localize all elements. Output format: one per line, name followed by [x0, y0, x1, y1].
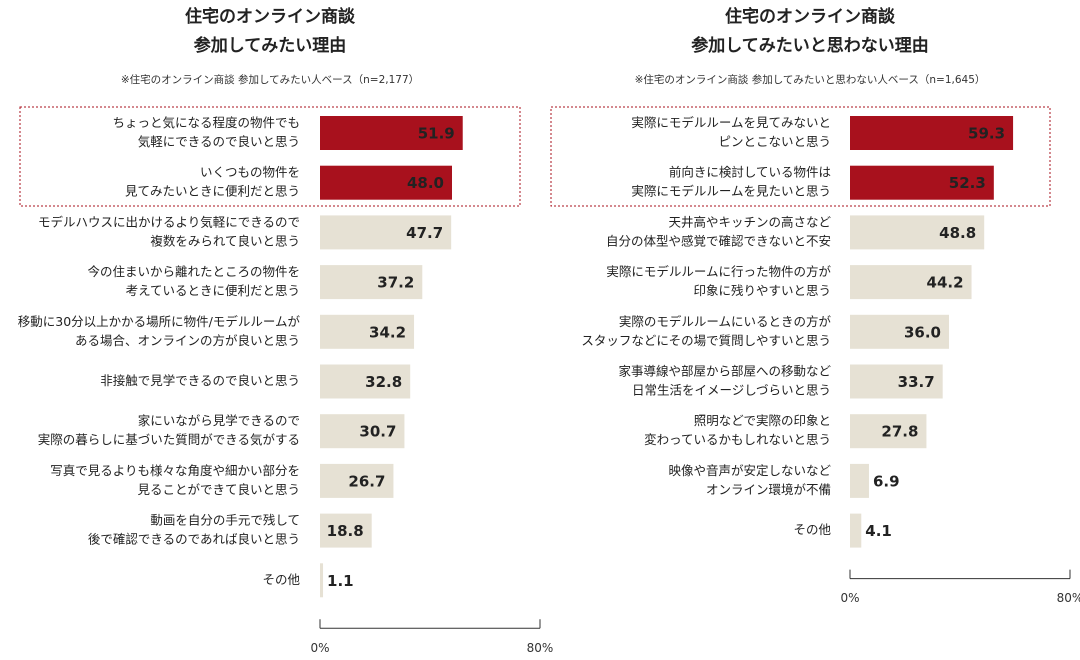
chart-subtitle: ※住宅のオンライン商談 参加してみたい人ベース（n=2,177）: [121, 73, 419, 86]
value-label: 36.0: [904, 323, 941, 341]
value-label: 4.1: [865, 522, 892, 540]
bar: [320, 364, 411, 399]
x-tick-label: 0%: [310, 641, 329, 655]
chart-subtitle: ※住宅のオンライン商談 参加してみたいと思わない人ベース（n=1,645）: [635, 73, 986, 86]
bar: [320, 116, 463, 150]
bar: [320, 414, 405, 449]
category-label: 日常生活をイメージしづらいと思う: [632, 383, 831, 398]
category-label: 前向きに検討している物件は: [669, 165, 831, 180]
bar: [320, 513, 372, 548]
category-label: その他: [262, 572, 300, 587]
bar: [850, 116, 1014, 150]
category-label: いくつもの物件を: [200, 165, 300, 180]
category-label: 実際のモデルルームにいるときの方が: [619, 314, 832, 329]
value-label: 30.7: [359, 423, 396, 441]
bar: [850, 314, 949, 349]
chart-title: 参加してみたいと思わない理由: [691, 35, 929, 56]
bar: [320, 165, 452, 200]
bar: [320, 463, 394, 498]
category-label: 実際にモデルルームを見たいと思う: [631, 184, 831, 199]
category-label: 複数をみられて良いと思う: [150, 233, 300, 248]
category-label: 見ることができて良いと思う: [137, 482, 300, 497]
value-label: 48.0: [407, 174, 444, 192]
category-label: 実際にモデルルームを見てみないと: [631, 115, 831, 130]
category-label: 自分の体型や感覚で確認できないと不安: [606, 233, 831, 248]
bar: [320, 215, 452, 250]
chart-title: 参加してみたい理由: [194, 35, 347, 56]
category-label: モデルハウスに出かけるより気軽にできるので: [38, 214, 300, 229]
bar: [320, 563, 324, 598]
value-label: 6.9: [873, 472, 900, 490]
category-label: ある場合、オンラインの方が良いと思う: [75, 333, 300, 348]
category-label: 考えているときに便利だと思う: [126, 283, 300, 298]
category-label: 天井高やキッチンの高さなど: [668, 214, 831, 229]
value-label: 48.8: [939, 224, 976, 242]
category-label: 照明などで実際の印象と: [694, 413, 831, 428]
value-label: 52.3: [949, 174, 986, 192]
chart-title: 住宅のオンライン商談: [185, 6, 356, 27]
category-label: 家にいながら見学できるので: [138, 413, 300, 428]
bar: [850, 513, 862, 548]
category-label: 家事導線や部屋から部屋への移動など: [618, 364, 831, 379]
bar: [850, 165, 994, 200]
category-label: 映像や音声が安定しないなど: [668, 463, 831, 478]
highlight-box: [19, 106, 521, 207]
category-label: 写真で見るよりも様々な角度や細かい部分を: [50, 463, 300, 478]
bar: [850, 364, 943, 399]
category-label: その他: [793, 522, 831, 537]
category-label: 今の住まいから離れたところの物件を: [87, 264, 300, 279]
category-label: 移動に30分以上かかる場所に物件/モデルルームが: [18, 314, 301, 329]
value-label: 44.2: [927, 274, 964, 292]
x-tick-label: 80%: [527, 641, 554, 655]
bar: [320, 265, 423, 300]
value-label: 51.9: [418, 125, 455, 143]
category-label: スタッフなどにその場で質問しやすいと思う: [581, 333, 831, 348]
category-label: 後で確認できるのであれば良いと思う: [88, 532, 300, 547]
value-label: 59.3: [968, 125, 1005, 143]
x-tick-label: 80%: [1057, 591, 1080, 605]
bar: [850, 414, 927, 449]
chart-title: 住宅のオンライン商談: [725, 6, 896, 27]
category-label: 実際にモデルルームに行った物件の方が: [606, 264, 831, 279]
category-label: 動画を自分の手元で残して: [150, 513, 300, 528]
value-label: 1.1: [327, 572, 354, 590]
bar: [850, 215, 985, 250]
bar: [850, 265, 972, 300]
highlight-box: [550, 106, 1051, 207]
value-label: 34.2: [369, 323, 406, 341]
value-label: 26.7: [348, 472, 385, 490]
value-label: 18.8: [327, 522, 364, 540]
value-label: 37.2: [377, 274, 414, 292]
category-label: 気軽にできるので良いと思う: [138, 134, 300, 149]
category-label: 実際の暮らしに基づいた質問ができる気がする: [38, 432, 300, 447]
value-label: 33.7: [898, 373, 935, 391]
bar: [320, 314, 415, 349]
category-label: 変わっているかもしれないと思う: [644, 432, 831, 447]
value-label: 47.7: [406, 224, 443, 242]
category-label: 非接触で見学できるので良いと思う: [100, 373, 300, 388]
x-tick-label: 0%: [840, 591, 859, 605]
category-label: ピンとこないと思う: [718, 134, 831, 149]
value-label: 32.8: [365, 373, 402, 391]
category-label: オンライン環境が不備: [706, 482, 831, 497]
category-label: ちょっと気になる程度の物件でも: [112, 115, 300, 130]
value-label: 27.8: [881, 423, 918, 441]
bar: [850, 463, 869, 498]
category-label: 印象に残りやすいと思う: [693, 283, 831, 298]
category-label: 見てみたいときに便利だと思う: [125, 184, 300, 199]
